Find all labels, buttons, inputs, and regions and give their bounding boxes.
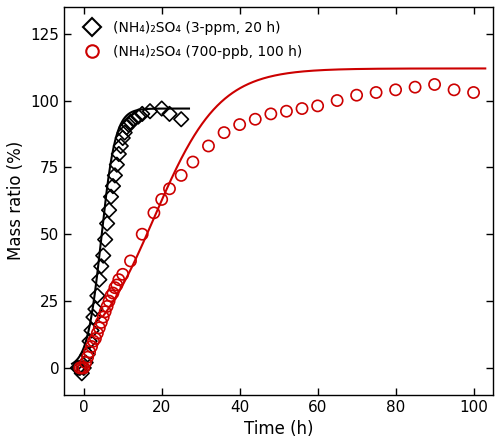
Point	[470, 89, 478, 96]
Point	[411, 84, 419, 91]
Point	[92, 335, 100, 342]
Point	[282, 108, 290, 115]
Point	[118, 271, 126, 278]
Point	[84, 354, 92, 361]
Point	[115, 276, 123, 283]
Point	[88, 343, 96, 350]
Point	[103, 220, 111, 227]
Point	[86, 338, 94, 345]
Point	[84, 351, 92, 358]
Point	[88, 327, 96, 334]
Point	[78, 370, 86, 377]
Point	[236, 121, 244, 128]
Point	[94, 330, 102, 337]
Point	[99, 314, 107, 321]
Point	[98, 319, 106, 326]
Point	[101, 236, 109, 243]
Point	[82, 359, 90, 366]
Point	[82, 359, 90, 366]
Point	[450, 86, 458, 93]
Point	[372, 89, 380, 96]
Point	[109, 290, 117, 297]
Point	[74, 364, 82, 372]
Point	[111, 172, 119, 179]
Point	[78, 364, 86, 372]
Point	[267, 110, 275, 117]
Point	[113, 161, 121, 168]
Point	[204, 142, 212, 150]
Point	[105, 206, 113, 214]
Point	[111, 284, 119, 291]
Point	[126, 118, 134, 125]
Point	[392, 86, 400, 93]
Point	[134, 113, 142, 120]
Point	[80, 364, 88, 372]
Point	[80, 364, 88, 372]
Point	[126, 257, 134, 264]
Point	[98, 263, 106, 270]
Point	[107, 292, 115, 299]
Point	[122, 124, 130, 131]
X-axis label: Time (h): Time (h)	[244, 420, 314, 438]
Point	[107, 193, 115, 200]
Legend: (NH₄)₂SO₄ (3-ppm, 20 h), (NH₄)₂SO₄ (700-ppb, 100 h): (NH₄)₂SO₄ (3-ppm, 20 h), (NH₄)₂SO₄ (700-…	[71, 14, 309, 65]
Point	[99, 252, 107, 259]
Point	[96, 276, 104, 283]
Point	[76, 364, 84, 372]
Point	[150, 209, 158, 216]
Point	[158, 196, 166, 203]
Point	[103, 303, 111, 310]
Point	[117, 142, 125, 150]
Point	[177, 172, 185, 179]
Point	[177, 116, 185, 123]
Y-axis label: Mass ratio (%): Mass ratio (%)	[7, 141, 25, 260]
Point	[138, 110, 146, 117]
Point	[189, 158, 197, 166]
Point	[115, 150, 123, 158]
Point	[298, 105, 306, 112]
Point	[94, 292, 102, 299]
Point	[124, 121, 132, 128]
Point	[130, 116, 138, 123]
Point	[118, 134, 126, 142]
Point	[252, 116, 260, 123]
Point	[101, 308, 109, 316]
Point	[90, 314, 98, 321]
Point	[166, 110, 173, 117]
Point	[120, 129, 128, 136]
Point	[138, 231, 146, 238]
Point	[220, 129, 228, 136]
Point	[90, 338, 98, 345]
Point	[109, 182, 117, 190]
Point	[430, 81, 438, 88]
Point	[113, 281, 121, 288]
Point	[166, 185, 173, 192]
Point	[92, 306, 100, 313]
Point	[333, 97, 341, 104]
Point	[158, 105, 166, 112]
Point	[352, 92, 360, 99]
Point	[86, 348, 94, 356]
Point	[146, 108, 154, 115]
Point	[76, 364, 84, 372]
Point	[314, 102, 322, 109]
Point	[96, 324, 104, 332]
Point	[105, 298, 113, 305]
